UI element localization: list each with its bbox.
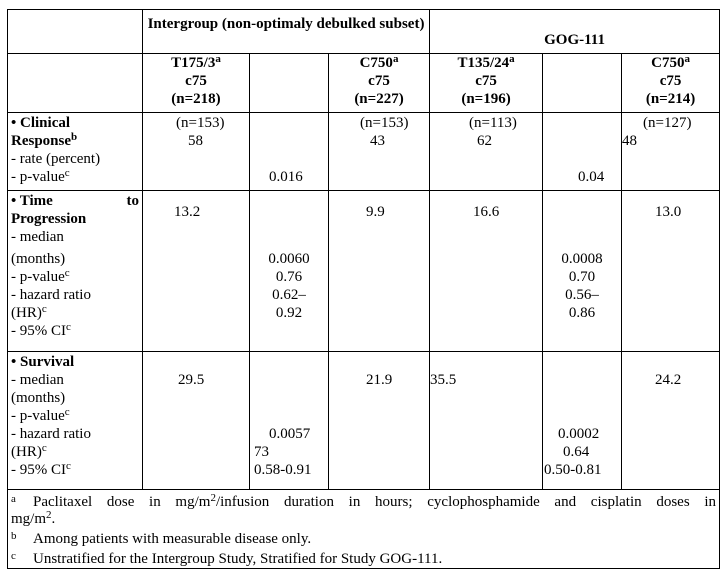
ttp-cell-stats-intergroup: 0.0060 0.76 0.62– 0.92 <box>249 190 329 352</box>
ttp-cell-c750-intergroup: 9.9 <box>327 190 431 352</box>
clinical-cell-p-gog: 0.04 <box>542 112 623 191</box>
clinical-cell-t135: (n=113) 62 <box>429 112 544 191</box>
footnotes-row: a Paclitaxel dose in mg/m2/infusion durat… <box>6 489 721 569</box>
arm-header-t175: T175/3a c75 (n=218) <box>142 53 250 113</box>
footnotes-cell: a Paclitaxel dose in mg/m2/infusion durat… <box>6 489 721 569</box>
ttp-label: • Time to Progression - median (months) -… <box>7 190 143 352</box>
ttp-row: • Time to Progression - median (months) -… <box>7 190 721 352</box>
clinical-cell-c750-gog: (n=127) 48 <box>621 112 721 191</box>
survival-label: • Survival - median (months) - p-valuec … <box>7 351 143 490</box>
clinical-cell-p-intergroup: 0.016 <box>249 112 329 191</box>
survival-cell-stats-intergroup: 0.0057 73 0.58-0.91 <box>249 351 329 490</box>
ttp-cell-t135: 16.6 <box>429 190 544 352</box>
ttp-cell-c750-gog: 13.0 <box>621 190 721 352</box>
header-empty-cell <box>7 9 143 54</box>
clinical-cell-c750-intergroup: (n=153) 43 <box>327 112 431 191</box>
clinical-response-label: • Clinical Responseb - rate (percent) - … <box>7 112 143 191</box>
footnote-b: b Among patients with measurable disease … <box>11 530 312 547</box>
arm-header-empty-2 <box>542 53 623 113</box>
header-row-groups: Intergroup (non-optimaly debulked subset… <box>7 9 721 54</box>
arm-header-c750-gog: C750a c75 (n=214) <box>621 53 721 113</box>
survival-cell-t135: 35.5 <box>429 351 544 490</box>
intergroup-title: Intergroup (non-optimaly debulked subset… <box>147 16 425 32</box>
survival-cell-c750-intergroup: 21.9 <box>327 351 431 490</box>
arm-header-empty-1 <box>249 53 329 113</box>
arm-header-c750-intergroup: C750a c75 (n=227) <box>327 53 431 113</box>
footnote-c: c Unstratified for the Intergroup Study, … <box>11 550 443 567</box>
header-empty-cell-2 <box>7 53 143 113</box>
intergroup-header: Intergroup (non-optimaly debulked subset… <box>141 9 431 54</box>
footnote-a: a Paclitaxel dose in mg/m2/infusion durat… <box>11 492 717 511</box>
header-row-arms: T175/3a c75 (n=218) C750a c75 (n=227) T1… <box>7 53 721 113</box>
ttp-cell-stats-gog: 0.0008 0.70 0.56– 0.86 <box>542 190 623 352</box>
ttp-cell-t175: 13.2 <box>142 190 250 352</box>
survival-cell-c750-gog: 24.2 <box>621 351 721 490</box>
footnote-a-cont: mg/m2. <box>11 509 56 528</box>
results-table: Intergroup (non-optimaly debulked subset… <box>6 9 721 569</box>
gog-header: GOG-111 <box>429 9 721 54</box>
clinical-cell-t175: (n=153) 58 <box>142 112 250 191</box>
survival-row: • Survival - median (months) - p-valuec … <box>7 351 721 490</box>
survival-cell-t175: 29.5 <box>142 351 250 490</box>
clinical-response-row: • Clinical Responseb - rate (percent) - … <box>7 112 721 191</box>
gog-title: GOG-111 <box>544 32 605 48</box>
arm-header-t135: T135/24a c75 (n=196) <box>429 53 544 113</box>
survival-cell-stats-gog: 0.0002 0.64 0.50-0.81 <box>542 351 623 490</box>
